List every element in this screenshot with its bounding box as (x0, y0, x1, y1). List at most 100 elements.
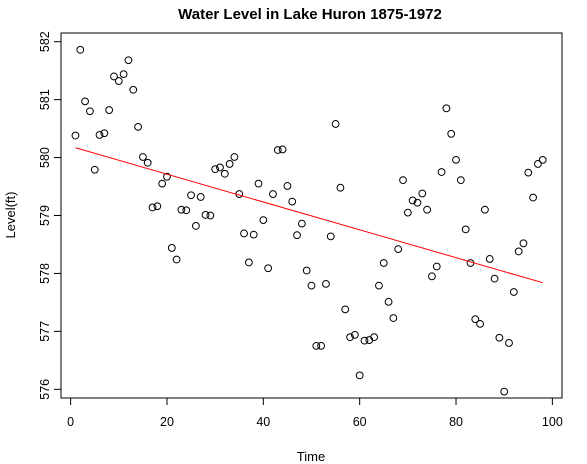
data-point (138, 153, 147, 161)
data-point (129, 85, 138, 94)
y-tick-label: 581 (38, 89, 52, 110)
data-point (370, 333, 379, 342)
data-point (110, 72, 118, 81)
x-tick-label: 20 (160, 415, 174, 429)
data-point (143, 158, 152, 167)
data-point (119, 70, 128, 79)
data-point (177, 205, 186, 214)
x-tick-label: 0 (67, 415, 74, 429)
data-point (220, 169, 229, 178)
data-point (240, 229, 248, 238)
y-tick-label: 578 (38, 263, 52, 284)
y-tick-label: 582 (38, 31, 52, 52)
data-point (191, 222, 200, 230)
data-point (452, 155, 460, 164)
data-point (490, 274, 499, 283)
data-point (322, 279, 330, 288)
data-point (264, 264, 273, 273)
data-point (317, 341, 326, 350)
y-axis-label: Level(ft) (3, 192, 18, 239)
y-axis: 576 577 578 579 580 581 582 (38, 31, 62, 400)
y-tick-label: 579 (38, 205, 52, 226)
data-point (350, 330, 359, 339)
x-axis-label: Time (297, 449, 325, 464)
data-point (95, 131, 104, 139)
data-point (273, 146, 282, 154)
data-point (297, 219, 306, 228)
x-axis: 0 20 40 60 80 100 (67, 397, 563, 429)
x-tick-label: 60 (353, 415, 367, 429)
data-point (278, 145, 287, 154)
data-point (509, 288, 518, 296)
data-point (201, 211, 210, 219)
data-point (124, 56, 133, 65)
data-point (293, 231, 301, 240)
data-point (307, 281, 316, 290)
data-point (432, 262, 441, 271)
data-point (428, 272, 436, 281)
data-point (90, 165, 99, 174)
data-point (413, 198, 422, 207)
data-point (105, 106, 114, 114)
data-point (514, 247, 523, 256)
y-tick-label: 576 (38, 379, 52, 400)
data-point (244, 258, 253, 267)
data-point (403, 208, 412, 217)
data-point (225, 160, 234, 168)
data-point (341, 305, 350, 314)
data-point (283, 182, 292, 190)
data-point (153, 202, 162, 211)
data-point (269, 190, 277, 198)
data-point (360, 336, 369, 345)
data-point (114, 77, 123, 85)
data-point (379, 259, 388, 267)
data-point (534, 160, 542, 168)
data-point (259, 216, 268, 225)
x-tick-label: 100 (542, 415, 563, 429)
data-point (500, 387, 509, 396)
trend-line-group (75, 147, 543, 284)
x-tick-label: 80 (449, 415, 463, 429)
data-point (249, 230, 258, 239)
chart-title: Water Level in Lake Huron 1875-1972 (178, 6, 442, 23)
data-point (288, 197, 297, 206)
data-point (423, 205, 432, 214)
data-point (447, 129, 456, 138)
data-points (71, 45, 547, 396)
data-point (408, 196, 417, 205)
data-point (529, 193, 537, 202)
y-tick-label: 577 (38, 321, 52, 342)
data-point (331, 120, 340, 128)
data-point (148, 203, 157, 212)
data-point (538, 155, 547, 164)
data-point (76, 45, 85, 54)
data-point (519, 239, 528, 248)
data-point (505, 339, 513, 347)
data-point (336, 183, 345, 192)
data-point (456, 176, 465, 185)
data-point (394, 245, 403, 254)
x-tick-label: 40 (256, 415, 270, 429)
data-point (158, 179, 167, 188)
data-point (375, 281, 383, 290)
data-point (163, 172, 171, 181)
data-point (495, 333, 504, 342)
data-point (230, 153, 239, 161)
data-point (476, 319, 485, 328)
data-point (216, 163, 224, 172)
data-point (211, 165, 220, 174)
data-point (471, 315, 480, 324)
data-point (196, 193, 205, 201)
trend-line (75, 147, 543, 284)
data-point (418, 189, 427, 198)
data-point (302, 266, 311, 275)
data-point (399, 176, 407, 185)
data-point (524, 168, 533, 177)
y-tick-label: 580 (38, 147, 52, 168)
data-point (100, 129, 109, 138)
data-point (355, 371, 364, 380)
data-point (481, 205, 489, 214)
data-point (346, 333, 354, 342)
data-point (254, 179, 263, 188)
